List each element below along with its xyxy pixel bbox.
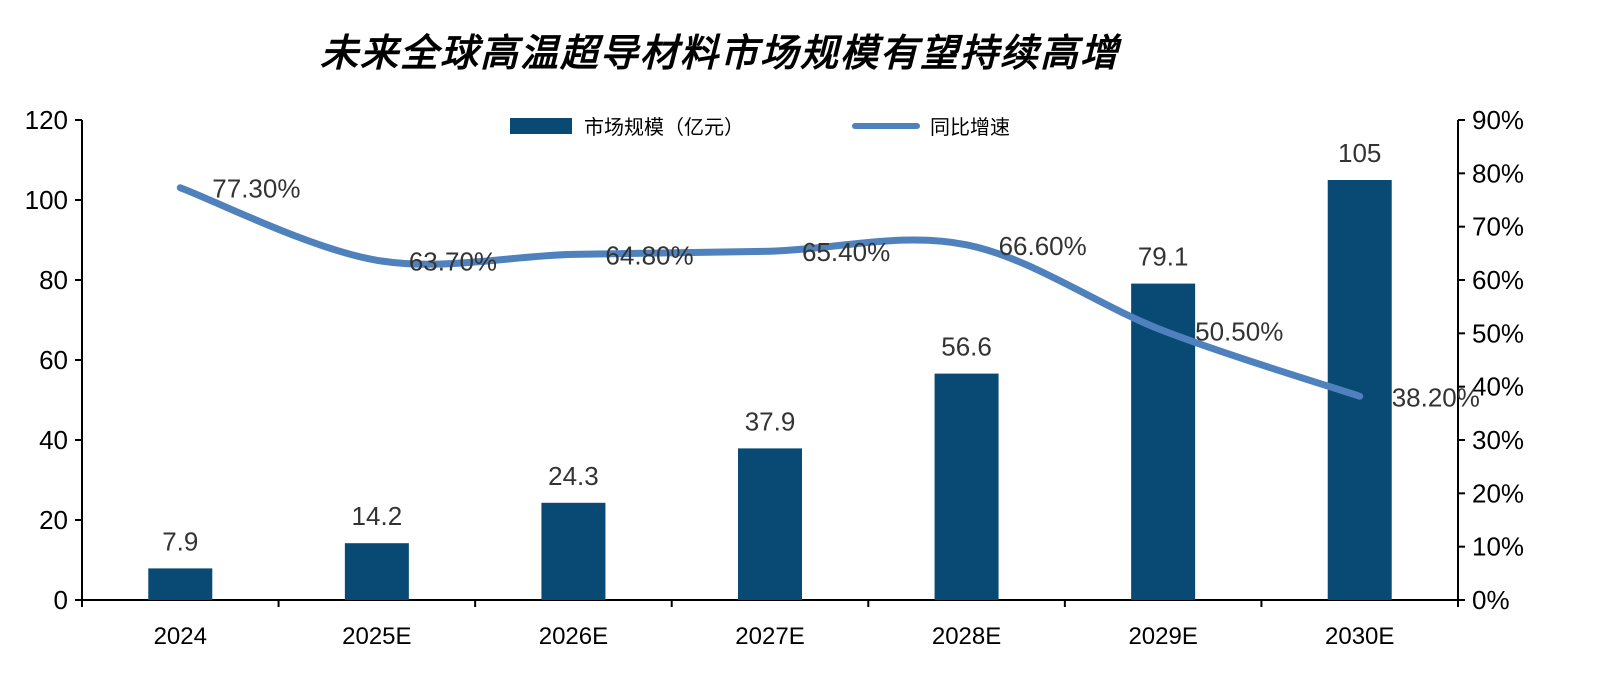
x-tick-label: 2024 — [154, 623, 207, 650]
legend-line-label: 同比增速 — [930, 115, 1010, 139]
y-right-tick-label: 30% — [1472, 425, 1524, 455]
bar-series — [148, 180, 1392, 600]
y-right-tick-label: 70% — [1472, 212, 1524, 242]
bar — [934, 373, 999, 600]
bar — [541, 502, 606, 600]
legend-bar-swatch — [510, 118, 572, 134]
bar — [148, 568, 213, 600]
x-tick-label: 2029E — [1128, 623, 1197, 650]
data-labels: 7.9 14.2 24.3 37.9 56.6 79.1 105 77.30% 63.70% 64… — [162, 138, 1480, 556]
line-value-label: 63.70% — [409, 246, 497, 276]
line-series — [176, 184, 1364, 400]
bar-value-label: 7.9 — [162, 526, 198, 556]
x-tick-label: 2030E — [1325, 623, 1394, 650]
y-right-tick-label: 40% — [1472, 372, 1524, 402]
bar-value-label: 105 — [1338, 138, 1381, 168]
bar-value-label: 56.6 — [941, 332, 992, 362]
x-tick-label: 2025E — [342, 623, 411, 650]
y-right-tick-label: 80% — [1472, 158, 1524, 188]
bar-value-label: 14.2 — [352, 501, 403, 531]
y-left-tick-label: 60 — [39, 345, 68, 375]
line-value-label: 65.40% — [802, 237, 890, 267]
bar — [344, 543, 409, 600]
x-tick-label: 2027E — [735, 623, 804, 650]
line-value-label: 64.80% — [605, 240, 693, 270]
bar-value-label: 24.3 — [548, 461, 599, 491]
bar — [738, 448, 802, 600]
y-left-tick-label: 80 — [39, 265, 68, 295]
y-right-tick-label: 20% — [1472, 478, 1524, 508]
bar-value-label: 79.1 — [1138, 242, 1189, 272]
y-right-tick-label: 60% — [1472, 265, 1524, 295]
y-right-tick-label: 90% — [1472, 105, 1524, 135]
bar-value-label: 37.9 — [745, 406, 796, 436]
y-left-tick-label: 40 — [39, 425, 68, 455]
x-tick-label: 2026E — [539, 623, 608, 650]
y-left-tick-label: 20 — [39, 505, 68, 535]
y-left-tick-label: 0 — [54, 585, 68, 615]
legend: 市场规模（亿元） 同比增速 — [510, 115, 1010, 139]
y-right-tick-label: 50% — [1472, 318, 1524, 348]
chart-title: 未来全球高温超导材料市场规模有望持续高增 — [319, 30, 1120, 75]
y-right-tick-label: 10% — [1472, 532, 1524, 562]
legend-bar-label: 市场规模（亿元） — [584, 115, 744, 139]
line-value-label: 77.30% — [212, 174, 300, 204]
line-value-label: 38.20% — [1392, 382, 1480, 412]
y-left-tick-label: 120 — [25, 105, 68, 135]
y-right-tick-label: 0% — [1472, 585, 1510, 615]
line-value-label: 66.60% — [999, 231, 1087, 261]
x-tick-label: 2028E — [932, 623, 1001, 650]
line-value-label: 50.50% — [1195, 317, 1283, 347]
y-left-tick-label: 100 — [25, 185, 68, 215]
